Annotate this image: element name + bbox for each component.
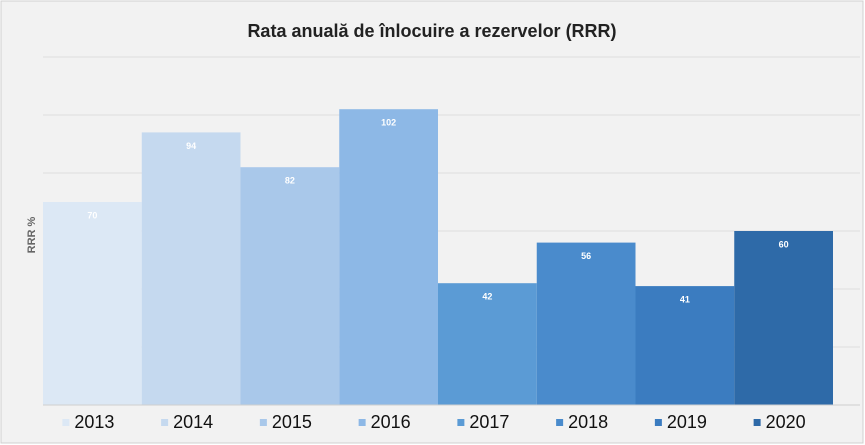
legend-label: 2020 (766, 412, 806, 432)
legend-swatch (753, 419, 761, 426)
bar (240, 167, 340, 405)
legend-swatch (62, 419, 70, 426)
bar (141, 132, 241, 405)
legend-swatch (654, 419, 662, 426)
legend-label: 2017 (469, 412, 509, 432)
data-label: 42 (482, 292, 492, 302)
bar (536, 242, 636, 405)
data-label: 82 (285, 176, 295, 186)
data-label: 60 (779, 239, 789, 249)
bar (43, 202, 142, 405)
legend-label: 2014 (173, 412, 213, 432)
legend-label: 2013 (74, 412, 114, 432)
legend-label: 2016 (371, 412, 411, 432)
legend-swatch (161, 419, 169, 426)
data-label: 56 (581, 251, 591, 261)
legend-label: 2019 (667, 412, 707, 432)
data-label: 70 (87, 210, 97, 220)
bar (734, 231, 833, 405)
legend-swatch (358, 419, 366, 426)
legend-label: 2015 (272, 412, 312, 432)
data-label: 102 (381, 118, 396, 128)
legend-label: 2018 (568, 412, 608, 432)
legend-swatch (556, 419, 564, 426)
bar (339, 109, 438, 405)
bar (438, 283, 537, 405)
legend-swatch (259, 419, 267, 426)
y-axis-label: RRR % (26, 216, 38, 253)
bar (635, 286, 735, 405)
legend-swatch (457, 419, 465, 426)
chart-title: Rata anuală de înlocuire a rezervelor (R… (247, 21, 616, 41)
data-label: 41 (680, 294, 690, 304)
data-label: 94 (186, 141, 196, 151)
